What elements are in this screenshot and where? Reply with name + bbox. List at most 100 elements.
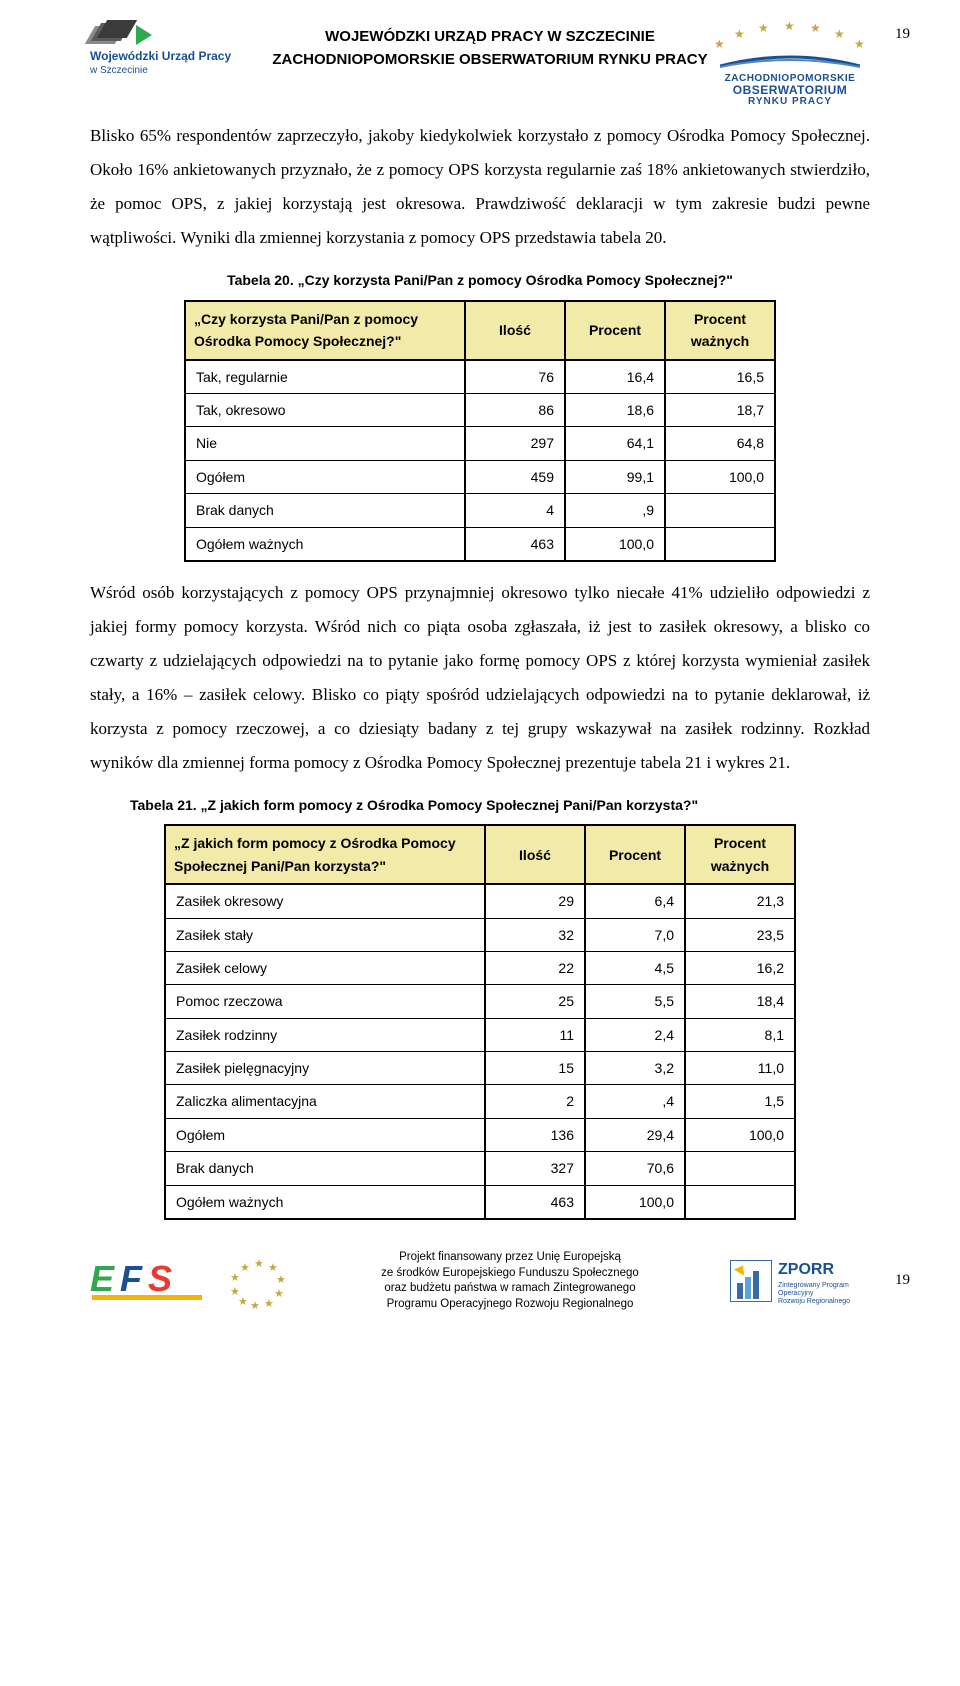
row-valid-percent: 18,4: [685, 985, 795, 1018]
table21-head-c2: Ilość: [485, 825, 585, 884]
table21-head-c3: Procent: [585, 825, 685, 884]
logo-left-line2: w Szczecinie: [90, 63, 270, 79]
row-percent: 70,6: [585, 1152, 685, 1185]
row-count: 11: [485, 1018, 585, 1051]
row-label: Pomoc rzeczowa: [165, 985, 485, 1018]
sheets-icon: [90, 20, 140, 50]
table20-head-c4: Procent ważnych: [665, 301, 775, 360]
table-row: Zasiłek celowy224,516,2: [165, 951, 795, 984]
stars-icon: ★ ★ ★ ★ ★ ★ ★: [710, 20, 870, 54]
page-header: Wojewódzki Urząd Pracy w Szczecinie WOJE…: [90, 20, 870, 107]
table20-head-q: „Czy korzysta Pani/Pan z pomocy Ośrodka …: [185, 301, 465, 360]
row-count: 327: [485, 1152, 585, 1185]
row-label: Ogółem ważnych: [185, 527, 465, 561]
row-valid-percent: [665, 494, 775, 527]
header-title-line1: WOJEWÓDZKI URZĄD PRACY W SZCZECINIE: [272, 26, 707, 49]
table-row: Tak, okresowo8618,618,7: [185, 394, 775, 427]
table20-head-c3: Procent: [565, 301, 665, 360]
table-row: Zasiłek stały327,023,5: [165, 918, 795, 951]
zporr-icon: [730, 1260, 772, 1302]
table-row: Brak danych32770,6: [165, 1152, 795, 1185]
row-percent: ,4: [585, 1085, 685, 1118]
row-valid-percent: 8,1: [685, 1018, 795, 1051]
svg-text:E: E: [90, 1258, 115, 1299]
logo-right: ★ ★ ★ ★ ★ ★ ★ ZACHODNIOPOMORSKIE OBSERWA…: [710, 20, 870, 107]
row-count: 459: [465, 460, 565, 493]
row-label: Brak danych: [165, 1152, 485, 1185]
curve-icon: [720, 54, 860, 68]
table-row: Zasiłek okresowy296,421,3: [165, 884, 795, 918]
row-label: Zasiłek rodzinny: [165, 1018, 485, 1051]
row-valid-percent: 100,0: [685, 1118, 795, 1151]
logo-left-line1: Wojewódzki Urząd Pracy: [90, 50, 270, 63]
table-row: Brak danych4,9: [185, 494, 775, 527]
row-valid-percent: [665, 527, 775, 561]
row-percent: 3,2: [585, 1052, 685, 1085]
row-label: Tak, okresowo: [185, 394, 465, 427]
row-valid-percent: 100,0: [665, 460, 775, 493]
row-count: 25: [485, 985, 585, 1018]
zporr-sub3: Rozwoju Regionalnego: [778, 1298, 850, 1306]
logo-left: Wojewódzki Urząd Pracy w Szczecinie: [90, 20, 270, 79]
svg-text:F: F: [120, 1258, 143, 1299]
row-label: Zaliczka alimentacyjna: [165, 1085, 485, 1118]
footer-center-text: Projekt finansowany przez Unię Europejsk…: [290, 1250, 730, 1312]
row-percent: 2,4: [585, 1018, 685, 1051]
paragraph-2: Wśród osób korzystających z pomocy OPS p…: [90, 576, 870, 780]
row-count: 29: [485, 884, 585, 918]
row-valid-percent: 16,2: [685, 951, 795, 984]
row-percent: 16,4: [565, 360, 665, 394]
row-percent: ,9: [565, 494, 665, 527]
table-row: Zaliczka alimentacyjna2,41,5: [165, 1085, 795, 1118]
row-count: 2: [485, 1085, 585, 1118]
table20-caption: Tabela 20. „Czy korzysta Pani/Pan z pomo…: [90, 269, 870, 291]
row-count: 15: [485, 1052, 585, 1085]
row-label: Brak danych: [185, 494, 465, 527]
footer-line4: Programu Operacyjnego Rozwoju Regionalne…: [290, 1297, 730, 1313]
footer-line3: oraz budżetu państwa w ramach Zintegrowa…: [290, 1281, 730, 1297]
zporr-sub2: Operacyjny: [778, 1290, 850, 1298]
footer-line1: Projekt finansowany przez Unię Europejsk…: [290, 1250, 730, 1266]
table-20: „Czy korzysta Pani/Pan z pomocy Ośrodka …: [184, 300, 776, 562]
row-count: 76: [465, 360, 565, 394]
row-label: Zasiłek celowy: [165, 951, 485, 984]
row-label: Tak, regularnie: [185, 360, 465, 394]
table-row: Ogółem13629,4100,0: [165, 1118, 795, 1151]
zporr-sub1: Zintegrowany Program: [778, 1282, 850, 1290]
row-count: 463: [485, 1185, 585, 1219]
row-percent: 4,5: [585, 951, 685, 984]
row-valid-percent: 18,7: [665, 394, 775, 427]
row-percent: 6,4: [585, 884, 685, 918]
row-label: Zasiłek pielęgnacyjny: [165, 1052, 485, 1085]
header-title: WOJEWÓDZKI URZĄD PRACY W SZCZECINIE ZACH…: [272, 20, 707, 71]
row-label: Ogółem: [165, 1118, 485, 1151]
table-row: Ogółem45999,1100,0: [185, 460, 775, 493]
row-count: 4: [465, 494, 565, 527]
svg-text:S: S: [148, 1258, 172, 1299]
row-percent: 5,5: [585, 985, 685, 1018]
row-label: Ogółem: [185, 460, 465, 493]
page-number-bottom: 19: [895, 1268, 910, 1292]
eu-stars-icon: ★ ★ ★ ★ ★ ★ ★ ★ ★ ★: [230, 1256, 290, 1306]
page-footer: E F S ★ ★ ★ ★ ★ ★ ★ ★ ★ ★ Projekt finans…: [90, 1250, 870, 1312]
row-percent: 29,4: [585, 1118, 685, 1151]
zporr-logo: ZPORR Zintegrowany Program Operacyjny Ro…: [730, 1257, 870, 1306]
paragraph-1: Blisko 65% respondentów zaprzeczyło, jak…: [90, 119, 870, 255]
row-count: 136: [485, 1118, 585, 1151]
table-21: „Z jakich form pomocy z Ośrodka Pomocy S…: [164, 824, 796, 1220]
row-count: 32: [485, 918, 585, 951]
row-valid-percent: [685, 1185, 795, 1219]
table21-head-q: „Z jakich form pomocy z Ośrodka Pomocy S…: [165, 825, 485, 884]
row-valid-percent: 11,0: [685, 1052, 795, 1085]
table-row: Tak, regularnie7616,416,5: [185, 360, 775, 394]
row-valid-percent: 64,8: [665, 427, 775, 460]
header-title-line2: ZACHODNIOPOMORSKIE OBSERWATORIUM RYNKU P…: [272, 49, 707, 72]
row-percent: 7,0: [585, 918, 685, 951]
table-row: Nie29764,164,8: [185, 427, 775, 460]
row-label: Nie: [185, 427, 465, 460]
row-count: 22: [485, 951, 585, 984]
table21-caption: Tabela 21. „Z jakich form pomocy z Ośrod…: [90, 794, 870, 816]
page-number-top: 19: [895, 22, 910, 46]
table-row: Ogółem ważnych463100,0: [185, 527, 775, 561]
table-row: Zasiłek pielęgnacyjny153,211,0: [165, 1052, 795, 1085]
